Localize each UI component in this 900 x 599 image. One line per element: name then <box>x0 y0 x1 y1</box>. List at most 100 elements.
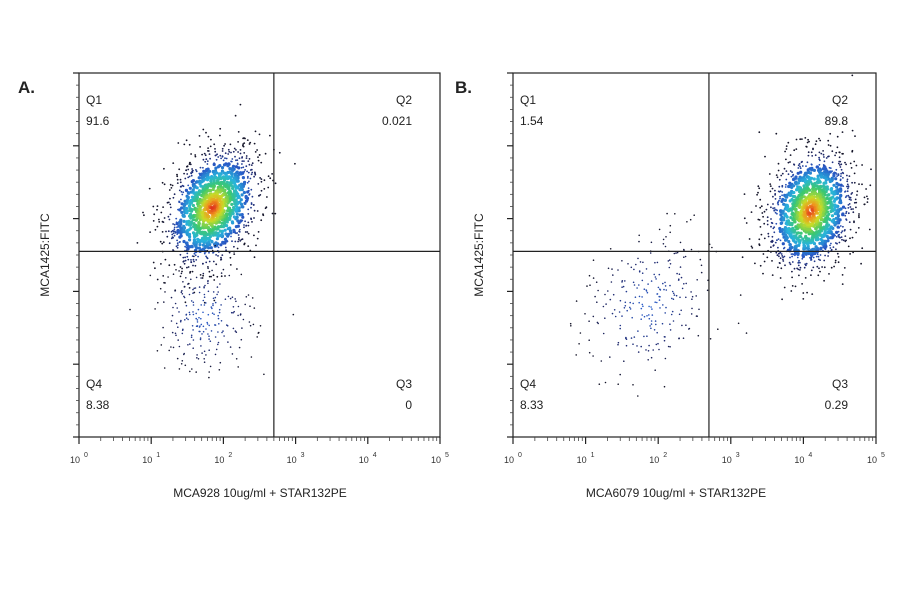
event-dot <box>169 197 171 200</box>
event-dot <box>195 276 198 279</box>
event-dot <box>757 185 760 188</box>
event-dot <box>190 208 194 212</box>
event-dot <box>179 181 182 184</box>
event-dot <box>625 336 627 339</box>
event-dot <box>235 358 238 360</box>
event-dot <box>229 256 232 259</box>
event-dot <box>629 308 632 310</box>
event-dot <box>808 140 810 143</box>
event-dot <box>783 246 786 249</box>
event-dot <box>260 161 263 164</box>
event-dot <box>195 312 197 315</box>
event-dot <box>762 215 764 218</box>
event-dot <box>228 167 232 171</box>
event-dot <box>823 160 826 163</box>
event-dot <box>758 238 761 241</box>
event-dot <box>629 306 631 309</box>
event-dot <box>224 152 227 155</box>
event-dot <box>172 223 175 225</box>
event-dot <box>637 351 640 353</box>
event-dot <box>170 230 173 233</box>
event-dot <box>224 298 227 301</box>
event-dot <box>210 239 214 244</box>
event-dot <box>248 180 250 183</box>
event-dot <box>184 188 188 192</box>
event-dot <box>839 225 842 227</box>
event-dot <box>781 242 785 246</box>
event-dot <box>790 175 793 178</box>
event-dot <box>611 268 613 270</box>
event-dot <box>621 286 623 289</box>
event-dot <box>855 231 857 234</box>
event-dot <box>767 232 770 235</box>
event-dot <box>205 255 208 258</box>
x-tick-label: 10 <box>649 455 659 465</box>
event-dot <box>217 314 219 317</box>
event-dot <box>804 214 808 218</box>
event-dot <box>816 265 819 268</box>
event-dot <box>835 181 839 186</box>
event-dot <box>646 315 648 317</box>
event-dot <box>846 178 849 181</box>
event-dot <box>668 259 671 261</box>
event-dot <box>201 243 205 247</box>
event-dot <box>638 271 641 273</box>
event-dot <box>167 230 170 233</box>
event-dot <box>815 230 819 234</box>
event-dot <box>823 259 826 262</box>
event-dot <box>251 195 254 198</box>
event-dot <box>845 212 847 215</box>
event-dot <box>251 297 254 299</box>
event-dot <box>199 338 202 341</box>
event-dot <box>223 228 227 232</box>
event-dot <box>823 266 826 269</box>
event-dot <box>592 355 594 357</box>
event-dot <box>239 152 242 155</box>
event-dot <box>818 137 820 140</box>
event-dot <box>201 352 203 354</box>
event-dot <box>751 247 754 249</box>
event-dot <box>201 222 205 226</box>
event-dot <box>209 157 212 160</box>
event-dot <box>773 226 776 229</box>
event-dot <box>607 267 610 270</box>
event-dot <box>634 296 637 299</box>
event-dot <box>755 205 757 207</box>
event-dot <box>197 246 201 250</box>
event-dot <box>854 135 856 138</box>
event-dot <box>609 248 612 250</box>
event-dot <box>678 337 680 340</box>
event-dot <box>231 296 234 299</box>
event-dot <box>641 272 644 275</box>
event-dot <box>853 160 856 163</box>
event-dot <box>680 276 683 279</box>
event-dot <box>190 174 193 177</box>
event-dot <box>239 240 242 242</box>
event-dot <box>217 156 220 158</box>
event-dot <box>832 174 836 178</box>
event-dot <box>840 236 843 239</box>
event-dot <box>621 281 623 283</box>
event-dot <box>614 315 617 318</box>
event-dot <box>791 270 793 273</box>
event-dot <box>209 202 214 206</box>
event-dot <box>771 187 774 190</box>
event-dot <box>207 282 209 285</box>
event-dot <box>253 209 256 212</box>
event-dot <box>235 300 237 303</box>
event-dot <box>233 147 236 150</box>
event-dot <box>181 360 184 362</box>
event-dot <box>225 249 228 252</box>
event-dot <box>773 207 776 209</box>
event-dot <box>579 332 582 334</box>
event-dot <box>855 201 858 204</box>
event-dot <box>212 274 215 277</box>
event-dot <box>247 171 250 174</box>
event-dot <box>802 243 806 247</box>
event-dot <box>269 177 272 180</box>
event-dot <box>245 157 248 160</box>
event-dot <box>819 175 824 179</box>
event-dot <box>861 164 863 166</box>
event-dot <box>743 193 746 196</box>
event-dot <box>592 315 595 318</box>
